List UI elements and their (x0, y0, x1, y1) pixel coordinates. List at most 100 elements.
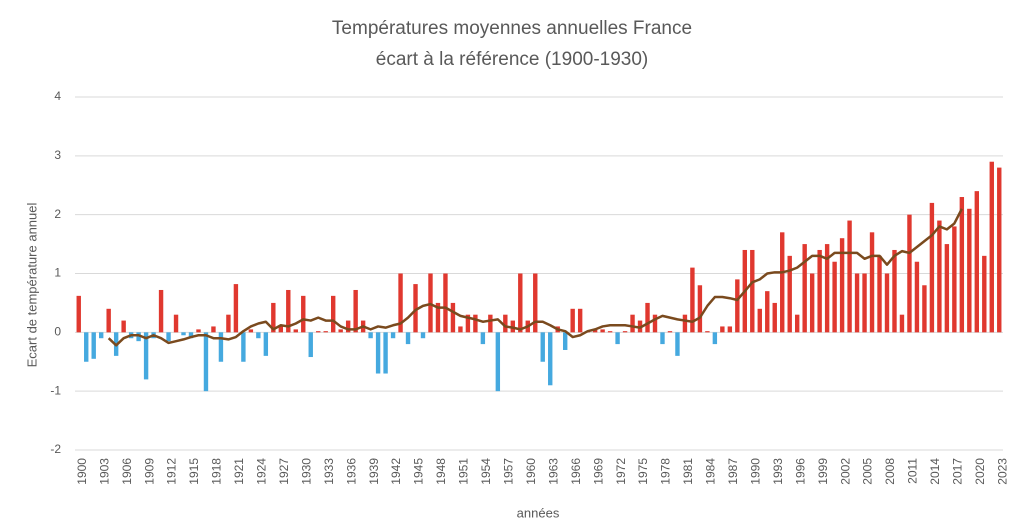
chart-title: Températures moyennes annuelles France (332, 18, 692, 39)
bar (518, 273, 523, 333)
bar (301, 295, 306, 333)
bar (802, 244, 807, 333)
y-tick-label: -2 (50, 442, 61, 456)
bar (465, 314, 471, 333)
bar (390, 332, 396, 339)
bar (600, 329, 605, 333)
x-tick-label: 1948 (434, 458, 448, 485)
x-tick-label: 1912 (165, 458, 179, 485)
y-axis-label: Ecart de température annuel (24, 203, 39, 368)
bar (308, 332, 313, 358)
x-tick-label: 2011 (906, 458, 920, 484)
bar (824, 244, 830, 333)
bar (548, 332, 553, 386)
x-tick-label: 1996 (793, 458, 807, 485)
x-tick-label: 2023 (995, 458, 1009, 485)
bar (203, 332, 209, 392)
y-tick-label: -1 (50, 383, 61, 397)
bar (450, 302, 456, 333)
bar (652, 314, 658, 333)
bar (727, 326, 733, 333)
x-tick-label: 1900 (75, 458, 89, 485)
x-tick-label: 1924 (255, 458, 269, 485)
bar (690, 267, 695, 333)
bar (136, 332, 141, 342)
x-tick-label: 1930 (299, 458, 313, 485)
bar (338, 329, 343, 333)
bar (750, 249, 755, 333)
x-tick-label: 1969 (591, 458, 605, 485)
bar (667, 331, 673, 333)
bar (383, 332, 388, 374)
bar (248, 329, 254, 333)
x-tick-label: 1945 (412, 458, 426, 485)
bar (263, 332, 269, 356)
bar (959, 197, 965, 333)
bar (884, 273, 890, 333)
moving-average-line (107, 208, 963, 347)
bar (787, 255, 792, 333)
x-tick-label: 1993 (771, 458, 785, 485)
bar (907, 214, 912, 333)
bar (353, 289, 358, 333)
bar (892, 249, 897, 333)
x-tick-label: 1915 (187, 458, 201, 485)
bar (495, 332, 501, 392)
bar (944, 244, 950, 333)
bar (997, 167, 1002, 333)
bar (218, 332, 224, 362)
bar (914, 261, 920, 333)
bar (226, 314, 231, 333)
bar (211, 326, 216, 333)
x-tick-label: 1990 (748, 458, 762, 485)
bar (413, 284, 418, 333)
x-tick-label: 1966 (569, 458, 583, 485)
bar (330, 295, 336, 333)
bar (256, 332, 261, 339)
bar (323, 331, 328, 333)
bar (607, 331, 613, 333)
bar (877, 255, 882, 333)
bar (854, 273, 860, 333)
bar (98, 332, 104, 339)
bar (188, 332, 194, 339)
x-tick-label: 1918 (210, 458, 224, 485)
x-tick-label: 1954 (479, 458, 493, 485)
bar (780, 232, 785, 333)
x-tick-label: 1960 (524, 458, 538, 485)
bar (271, 302, 276, 333)
bar (974, 191, 980, 333)
bar (794, 314, 800, 333)
bar (435, 302, 441, 333)
x-tick-label: 2020 (973, 458, 987, 485)
bar (675, 332, 680, 356)
bar (697, 285, 703, 333)
bar (660, 332, 665, 345)
x-tick-label: 1921 (232, 458, 246, 485)
bar (173, 314, 179, 333)
chart-subtitle: écart à la référence (1900-1930) (376, 49, 649, 70)
y-tick-label: 1 (54, 266, 61, 280)
x-tick-label: 1909 (142, 458, 156, 485)
bar (839, 238, 845, 333)
bar (286, 289, 291, 333)
bar (420, 332, 426, 339)
bar (967, 208, 972, 333)
bar (375, 332, 381, 374)
bar (166, 332, 171, 342)
x-tick-label: 1933 (322, 458, 336, 485)
bar (592, 329, 598, 333)
bar (84, 332, 89, 362)
bar (989, 161, 994, 333)
x-tick-label: 1951 (457, 458, 471, 485)
bar (233, 284, 239, 333)
bar (645, 302, 650, 333)
y-tick-label: 4 (54, 89, 61, 103)
x-tick-label: 1978 (659, 458, 673, 485)
x-tick-label: 1942 (389, 458, 403, 485)
bar (982, 255, 987, 333)
bar (922, 285, 927, 333)
bar (488, 314, 493, 333)
bar (368, 332, 373, 339)
bar (712, 332, 718, 345)
